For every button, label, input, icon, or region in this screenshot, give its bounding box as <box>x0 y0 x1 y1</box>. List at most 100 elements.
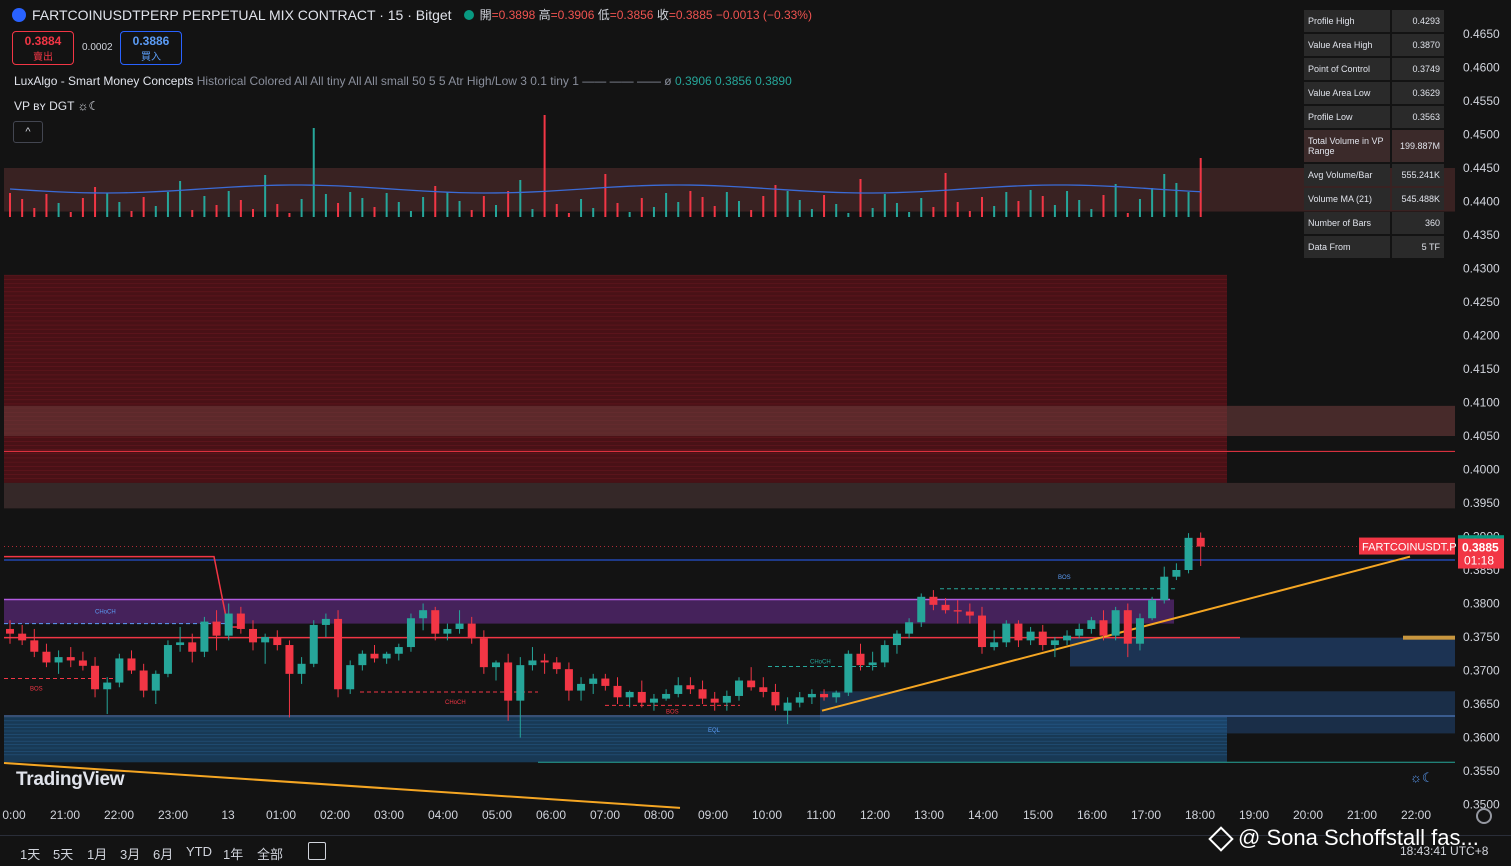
price-tick-label: 0.4400 <box>1463 195 1500 209</box>
vp-indicator-legend[interactable]: VP ʙʏ DGT ☼☾ <box>14 99 100 113</box>
price-tick-label: 0.4350 <box>1463 228 1500 242</box>
tf-1d[interactable]: 1天 <box>20 847 41 862</box>
candle-body <box>18 633 27 641</box>
vp-row-value: 199.887M <box>1392 130 1444 162</box>
vp-row-value: 0.3749 <box>1392 58 1444 80</box>
time-tick-label: 06:00 <box>536 808 566 822</box>
buy-button[interactable]: 0.3886 買入 <box>120 31 182 65</box>
price-tick-label: 0.4600 <box>1463 61 1500 75</box>
candle-body <box>212 621 221 636</box>
candle-body <box>358 653 367 666</box>
candle-body <box>1087 620 1096 629</box>
supply-zone-mid <box>4 405 1455 436</box>
candle-body <box>625 691 634 698</box>
countdown-label: 01:18 <box>1464 554 1494 568</box>
candle-body <box>759 687 768 692</box>
vp-table-row: Value Area High 0.3870 <box>1304 34 1444 56</box>
candle-body <box>1184 537 1193 570</box>
value-area-purple-zone <box>4 599 1174 624</box>
tf-1m[interactable]: 1月 <box>87 847 108 862</box>
tf-1y[interactable]: 1年 <box>223 847 244 862</box>
tf-6m[interactable]: 6月 <box>153 847 174 862</box>
candle-body <box>163 645 172 674</box>
binance-icon <box>1208 826 1234 852</box>
poc-marker <box>1403 635 1455 640</box>
bos-label: BOS <box>1058 575 1071 581</box>
sell-button[interactable]: 0.3884 賣出 <box>12 31 74 65</box>
tf-3m[interactable]: 3月 <box>120 847 141 862</box>
candle-body <box>589 678 598 684</box>
choch-label: CHoCH <box>95 610 116 616</box>
calendar-icon[interactable] <box>308 842 326 860</box>
candle-body <box>115 658 124 683</box>
tf-ytd[interactable]: YTD <box>186 844 212 859</box>
candle-body <box>297 663 306 674</box>
vp-row-value: 360 <box>1392 212 1444 234</box>
candle-body <box>662 693 671 699</box>
candle-body <box>747 680 756 688</box>
candle-body <box>613 685 622 698</box>
candle-body <box>419 610 428 619</box>
candle-body <box>1075 628 1084 636</box>
candle-body <box>467 623 476 639</box>
time-tick-label: 0:00 <box>2 808 26 822</box>
time-tick-label: 08:00 <box>644 808 674 822</box>
eql-label: EQL <box>708 728 721 734</box>
vp-table-row: Total Volume in VP Range 199.887M <box>1304 130 1444 162</box>
candle-body <box>479 638 488 668</box>
settings-gear-icon[interactable] <box>1476 808 1492 824</box>
vp-row-value: 0.3629 <box>1392 82 1444 104</box>
utc-clock[interactable]: 18:43:41 UTC+8 <box>1400 844 1489 858</box>
price-tick-label: 0.4000 <box>1463 463 1500 477</box>
vp-row-label: Total Volume in VP Range <box>1304 130 1390 162</box>
candle-body <box>1160 576 1169 601</box>
symbol-tag-label: FARTCOINUSDT.P <box>1362 542 1457 554</box>
choch-label: CHoCH <box>810 659 831 665</box>
candle-body <box>382 653 391 659</box>
candle-body <box>564 669 573 691</box>
candle-body <box>917 596 926 623</box>
vp-row-value: 0.3870 <box>1392 34 1444 56</box>
collapse-legend-button[interactable]: ^ <box>13 121 43 143</box>
price-tick-label: 0.4300 <box>1463 262 1500 276</box>
tf-all[interactable]: 全部 <box>257 847 284 862</box>
candle-body <box>139 670 148 691</box>
candle-body <box>78 660 87 666</box>
candle-body <box>820 693 829 698</box>
trailing-high-line <box>4 555 240 628</box>
candle-body <box>309 624 318 664</box>
symbol-title[interactable]: FARTCOINUSDTPERP PERPETUAL MIX CONTRACT … <box>32 6 452 23</box>
candle-body <box>674 685 683 694</box>
candle-body <box>1172 570 1181 577</box>
bos-label: BOS <box>666 709 679 715</box>
chart-header: FARTCOINUSDTPERP PERPETUAL MIX CONTRACT … <box>12 6 812 23</box>
downtrend-line <box>3 761 681 809</box>
candle-body <box>832 692 841 698</box>
market-status-icon[interactable] <box>463 9 474 20</box>
tradingview-logo[interactable]: TradingView <box>16 769 125 790</box>
candle-body <box>200 621 209 652</box>
demand-zone-right <box>1070 637 1455 667</box>
last-price-label: 0.3885 <box>1462 541 1499 555</box>
candle-body <box>443 628 452 634</box>
smc-indicator-legend[interactable]: LuxAlgo - Smart Money Concepts Historica… <box>14 74 792 88</box>
vp-row-label: Point of Control <box>1304 58 1390 80</box>
candle-body <box>151 673 160 691</box>
candle-body <box>91 665 100 690</box>
supply-zone-top <box>4 168 1455 212</box>
price-tick-label: 0.4200 <box>1463 329 1500 343</box>
candle-body <box>637 691 646 703</box>
candle-body <box>929 596 938 605</box>
candle-body <box>905 622 914 634</box>
tf-5d[interactable]: 5天 <box>53 847 74 862</box>
bottom-toolbar: 1天 5天 1月 3月 6月 YTD 1年 全部 18:43:41 UTC+8 <box>0 835 1511 866</box>
candle-body <box>1111 610 1120 636</box>
candle-body <box>431 610 440 634</box>
candle-body <box>455 623 464 629</box>
price-tick-label: 0.4100 <box>1463 396 1500 410</box>
time-tick-label: 10:00 <box>752 808 782 822</box>
time-tick-label: 16:00 <box>1077 808 1107 822</box>
candle-body <box>516 665 525 701</box>
price-tick-label: 0.3550 <box>1463 764 1500 778</box>
